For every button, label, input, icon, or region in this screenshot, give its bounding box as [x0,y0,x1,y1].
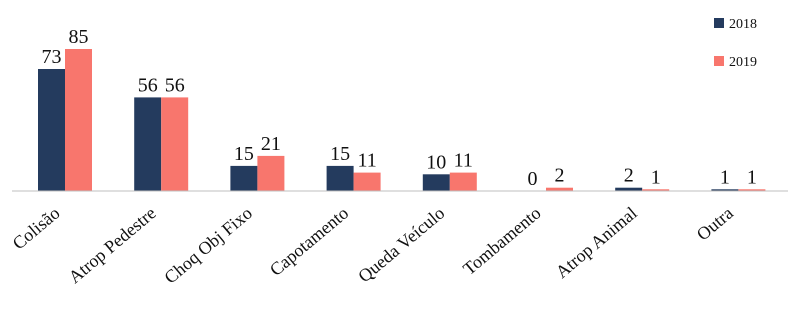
category-label-queda-veiculo: Queda Veículo [354,203,448,287]
value-label-choq-obj-fixo-2019: 21 [261,133,281,155]
value-label-outra-2019: 1 [747,166,757,188]
legend: 2018 2019 [714,17,757,70]
bar-capotamento-2018 [326,165,354,191]
value-label-colisao-2019: 85 [69,26,89,48]
bars-layer [38,49,766,191]
bar-tombamento-2019 [546,187,573,191]
bar-queda-veiculo-2019 [449,172,477,191]
value-label-outra-2018: 1 [720,166,730,188]
bar-atrop-animal-2019 [642,189,670,191]
category-label-outra: Outra [693,203,737,245]
category-label-tombamento: Tombamento [459,203,544,279]
value-label-atrop-pedestre-2019: 56 [165,74,185,96]
value-label-capotamento-2019: 11 [357,150,376,172]
category-label-colisao: Colisão [9,203,64,254]
bar-colisao-2019 [65,49,92,191]
legend-label-2018: 2018 [729,17,757,32]
value-label-colisao-2018: 73 [42,46,62,68]
value-label-tombamento-2019: 2 [555,165,565,187]
bar-queda-veiculo-2018 [422,174,450,191]
legend-swatch-2018 [714,18,724,28]
category-label-atrop-animal: Atrop Animal [552,203,641,282]
value-label-tombamento-2018: 0 [528,168,538,190]
value-label-capotamento-2018: 15 [330,143,350,165]
value-label-queda-veiculo-2019: 11 [454,150,473,172]
legend-swatch-2019 [714,56,724,66]
value-label-atrop-animal-2018: 2 [624,165,634,187]
bar-colisao-2018 [38,69,65,191]
bar-atrop-animal-2018 [615,187,643,191]
bar-capotamento-2019 [353,172,381,191]
category-label-choq-obj-fixo: Choq Obj Fixo [160,203,256,288]
bar-atrop-pedestre-2019 [161,97,189,191]
bar-outra-2018 [711,189,739,191]
category-label-atrop-pedestre: Atrop Pedestre [65,203,160,287]
value-label-atrop-animal-2019: 1 [651,166,661,188]
bar-choq-obj-fixo-2019 [257,155,285,191]
bar-outra-2019 [738,189,766,191]
bar-choq-obj-fixo-2018 [230,165,258,191]
value-label-atrop-pedestre-2018: 56 [138,74,158,96]
value-label-queda-veiculo-2018: 10 [426,151,446,173]
category-labels-layer: Colisão Atrop Pedestre Choq Obj Fixo Capota… [9,203,737,288]
value-label-choq-obj-fixo-2018: 15 [234,143,254,165]
bar-atrop-pedestre-2018 [134,97,162,191]
legend-label-2019: 2019 [729,55,757,70]
category-label-capotamento: Capotamento [266,203,352,280]
